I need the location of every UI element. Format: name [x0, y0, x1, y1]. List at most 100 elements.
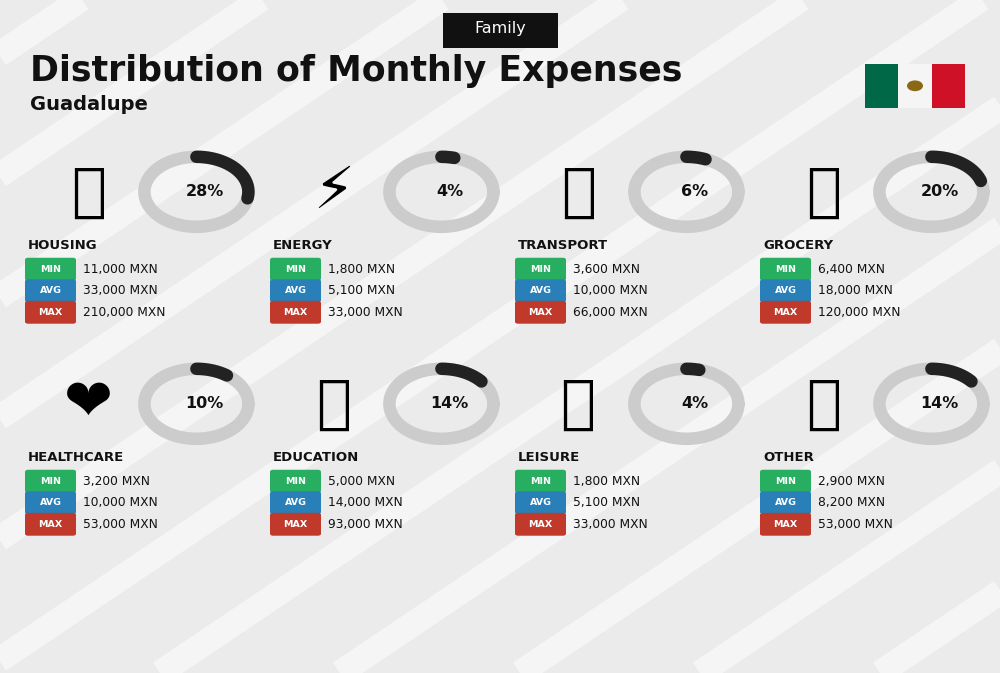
Text: Distribution of Monthly Expenses: Distribution of Monthly Expenses	[30, 54, 682, 87]
Text: 1,800 MXN: 1,800 MXN	[328, 262, 395, 276]
FancyBboxPatch shape	[25, 513, 76, 536]
Text: 6%: 6%	[681, 184, 708, 199]
Text: GROCERY: GROCERY	[763, 239, 833, 252]
Text: MIN: MIN	[40, 476, 61, 486]
Text: MAX: MAX	[283, 308, 308, 317]
FancyBboxPatch shape	[442, 13, 558, 48]
Text: 33,000 MXN: 33,000 MXN	[83, 284, 158, 297]
Text: 1,800 MXN: 1,800 MXN	[573, 474, 640, 488]
FancyBboxPatch shape	[932, 64, 965, 108]
Circle shape	[907, 81, 923, 92]
Text: HEALTHCARE: HEALTHCARE	[28, 451, 124, 464]
Text: 33,000 MXN: 33,000 MXN	[328, 306, 403, 319]
FancyBboxPatch shape	[270, 491, 321, 514]
Text: MAX: MAX	[773, 308, 798, 317]
Text: AVG: AVG	[530, 498, 552, 507]
Text: MIN: MIN	[285, 264, 306, 274]
Text: 28%: 28%	[185, 184, 224, 199]
Text: 20%: 20%	[920, 184, 959, 199]
FancyBboxPatch shape	[270, 258, 321, 281]
Text: ⚡: ⚡	[313, 164, 354, 220]
Text: EDUCATION: EDUCATION	[273, 451, 359, 464]
FancyBboxPatch shape	[760, 279, 811, 302]
Text: MAX: MAX	[773, 520, 798, 529]
Text: 10,000 MXN: 10,000 MXN	[573, 284, 648, 297]
Text: LEISURE: LEISURE	[518, 451, 580, 464]
Text: 🚌: 🚌	[561, 164, 596, 220]
Text: 👜: 👜	[806, 376, 841, 432]
Text: 8,200 MXN: 8,200 MXN	[818, 496, 885, 509]
Text: AVG: AVG	[774, 498, 796, 507]
Text: 120,000 MXN: 120,000 MXN	[818, 306, 901, 319]
Text: MAX: MAX	[528, 520, 553, 529]
Text: 4%: 4%	[436, 184, 463, 199]
Text: 210,000 MXN: 210,000 MXN	[83, 306, 166, 319]
Text: 14%: 14%	[430, 396, 469, 411]
FancyBboxPatch shape	[515, 513, 566, 536]
Text: ENERGY: ENERGY	[273, 239, 333, 252]
Text: 6,400 MXN: 6,400 MXN	[818, 262, 885, 276]
Text: OTHER: OTHER	[763, 451, 814, 464]
Text: 2,900 MXN: 2,900 MXN	[818, 474, 885, 488]
FancyBboxPatch shape	[270, 470, 321, 493]
Text: 66,000 MXN: 66,000 MXN	[573, 306, 648, 319]
Text: 93,000 MXN: 93,000 MXN	[328, 518, 403, 531]
FancyBboxPatch shape	[25, 279, 76, 302]
Text: ❤️: ❤️	[64, 376, 113, 432]
FancyBboxPatch shape	[270, 513, 321, 536]
Text: MIN: MIN	[530, 476, 551, 486]
Text: AVG: AVG	[40, 286, 62, 295]
Text: 🎓: 🎓	[316, 376, 351, 432]
Text: TRANSPORT: TRANSPORT	[518, 239, 608, 252]
Text: AVG: AVG	[40, 498, 62, 507]
Text: 🛒: 🛒	[806, 164, 841, 220]
Text: MAX: MAX	[38, 308, 63, 317]
FancyBboxPatch shape	[760, 301, 811, 324]
Text: 14,000 MXN: 14,000 MXN	[328, 496, 403, 509]
Text: AVG: AVG	[530, 286, 552, 295]
Text: 18,000 MXN: 18,000 MXN	[818, 284, 893, 297]
Text: MAX: MAX	[38, 520, 63, 529]
FancyBboxPatch shape	[760, 491, 811, 514]
FancyBboxPatch shape	[515, 301, 566, 324]
Text: 5,100 MXN: 5,100 MXN	[573, 496, 640, 509]
FancyBboxPatch shape	[515, 491, 566, 514]
Text: 53,000 MXN: 53,000 MXN	[83, 518, 158, 531]
Text: 14%: 14%	[920, 396, 959, 411]
FancyBboxPatch shape	[760, 470, 811, 493]
FancyBboxPatch shape	[25, 301, 76, 324]
Text: 4%: 4%	[681, 396, 708, 411]
Text: MIN: MIN	[775, 476, 796, 486]
FancyBboxPatch shape	[898, 64, 932, 108]
Text: HOUSING: HOUSING	[28, 239, 98, 252]
Text: MIN: MIN	[40, 264, 61, 274]
Text: AVG: AVG	[285, 498, 307, 507]
Text: MIN: MIN	[285, 476, 306, 486]
Text: 🏢: 🏢	[71, 164, 106, 220]
Text: 5,000 MXN: 5,000 MXN	[328, 474, 395, 488]
FancyBboxPatch shape	[25, 470, 76, 493]
Text: AVG: AVG	[774, 286, 796, 295]
Text: 3,200 MXN: 3,200 MXN	[83, 474, 150, 488]
Text: MIN: MIN	[530, 264, 551, 274]
Text: 11,000 MXN: 11,000 MXN	[83, 262, 158, 276]
Text: 3,600 MXN: 3,600 MXN	[573, 262, 640, 276]
Text: 33,000 MXN: 33,000 MXN	[573, 518, 648, 531]
Text: 10%: 10%	[185, 396, 224, 411]
Text: MAX: MAX	[283, 520, 308, 529]
FancyBboxPatch shape	[270, 279, 321, 302]
Text: MIN: MIN	[775, 264, 796, 274]
FancyBboxPatch shape	[515, 279, 566, 302]
FancyBboxPatch shape	[865, 64, 898, 108]
FancyBboxPatch shape	[515, 258, 566, 281]
Text: Family: Family	[474, 21, 526, 36]
FancyBboxPatch shape	[760, 258, 811, 281]
Text: 5,100 MXN: 5,100 MXN	[328, 284, 395, 297]
FancyBboxPatch shape	[515, 470, 566, 493]
FancyBboxPatch shape	[25, 258, 76, 281]
FancyBboxPatch shape	[25, 491, 76, 514]
Text: AVG: AVG	[285, 286, 307, 295]
Text: 🛍️: 🛍️	[561, 376, 596, 432]
Text: Guadalupe: Guadalupe	[30, 95, 148, 114]
Text: 10,000 MXN: 10,000 MXN	[83, 496, 158, 509]
